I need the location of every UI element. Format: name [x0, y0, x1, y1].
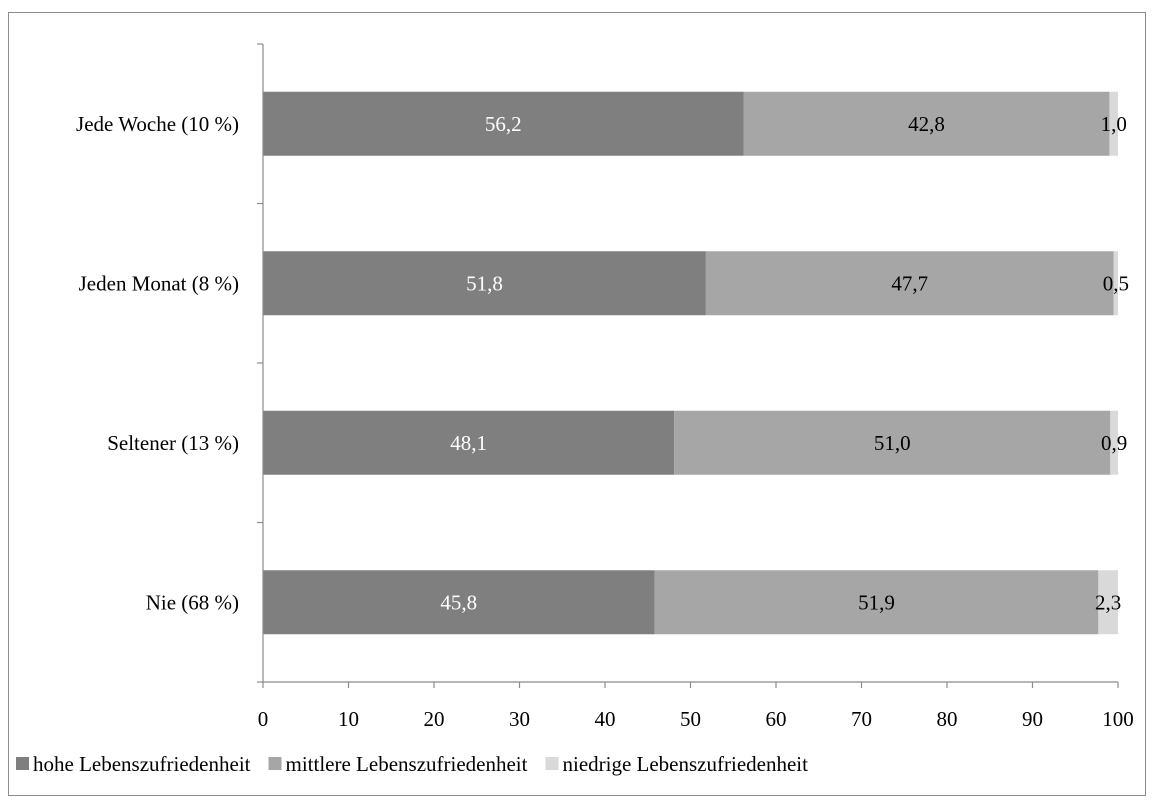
bar-segment [1113, 251, 1118, 316]
x-tick-label: 70 [851, 707, 872, 731]
x-tick-label: 30 [509, 707, 530, 731]
legend-swatch [268, 757, 282, 770]
bar-segment [1110, 410, 1118, 475]
legend-label: hohe Lebenszufriedenheit [33, 752, 251, 776]
data-label: 48,1 [450, 431, 487, 455]
category-label: Seltener (13 %) [107, 431, 239, 455]
data-label: 51,0 [874, 431, 911, 455]
data-label: 51,8 [466, 271, 503, 295]
x-tick-label: 100 [1102, 707, 1134, 731]
bar-segment [1098, 570, 1118, 635]
bar-segment [743, 91, 1110, 156]
data-label: 1,0 [1101, 112, 1127, 136]
x-tick-label: 40 [595, 707, 616, 731]
bar-segment [705, 251, 1114, 316]
x-tick-label: 80 [937, 707, 958, 731]
category-label: Jeden Monat (8 %) [79, 271, 239, 295]
data-label: 51,9 [858, 590, 895, 614]
category-label: Jede Woche (10 %) [76, 112, 239, 136]
data-label: 2,3 [1095, 590, 1121, 614]
bar-segment [1109, 91, 1118, 156]
bar-segment [674, 410, 1111, 475]
x-tick-label: 60 [766, 707, 787, 731]
data-label: 45,8 [440, 590, 477, 614]
x-tick-label: 0 [258, 707, 269, 731]
legend-swatch [545, 757, 559, 770]
chart-frame [8, 12, 1146, 796]
bar-segment [263, 251, 706, 316]
x-tick-label: 10 [338, 707, 359, 731]
data-label: 56,2 [485, 112, 522, 136]
legend-swatch [16, 757, 29, 770]
data-label: 0,5 [1103, 271, 1129, 295]
x-tick-label: 90 [1022, 707, 1043, 731]
bar-segment [654, 570, 1099, 635]
data-label: 42,8 [908, 112, 945, 136]
x-tick-label: 50 [680, 707, 701, 731]
data-label: 47,7 [891, 271, 928, 295]
x-tick-label: 20 [424, 707, 445, 731]
data-label: 0,9 [1101, 431, 1127, 455]
bar-segment [263, 410, 675, 475]
bar-segment [263, 570, 655, 635]
category-label: Nie (68 %) [146, 590, 239, 614]
legend-label: niedrige Lebenszufriedenheit [562, 752, 808, 776]
bar-segment [263, 91, 744, 156]
legend-label: mittlere Lebenszufriedenheit [286, 752, 528, 776]
